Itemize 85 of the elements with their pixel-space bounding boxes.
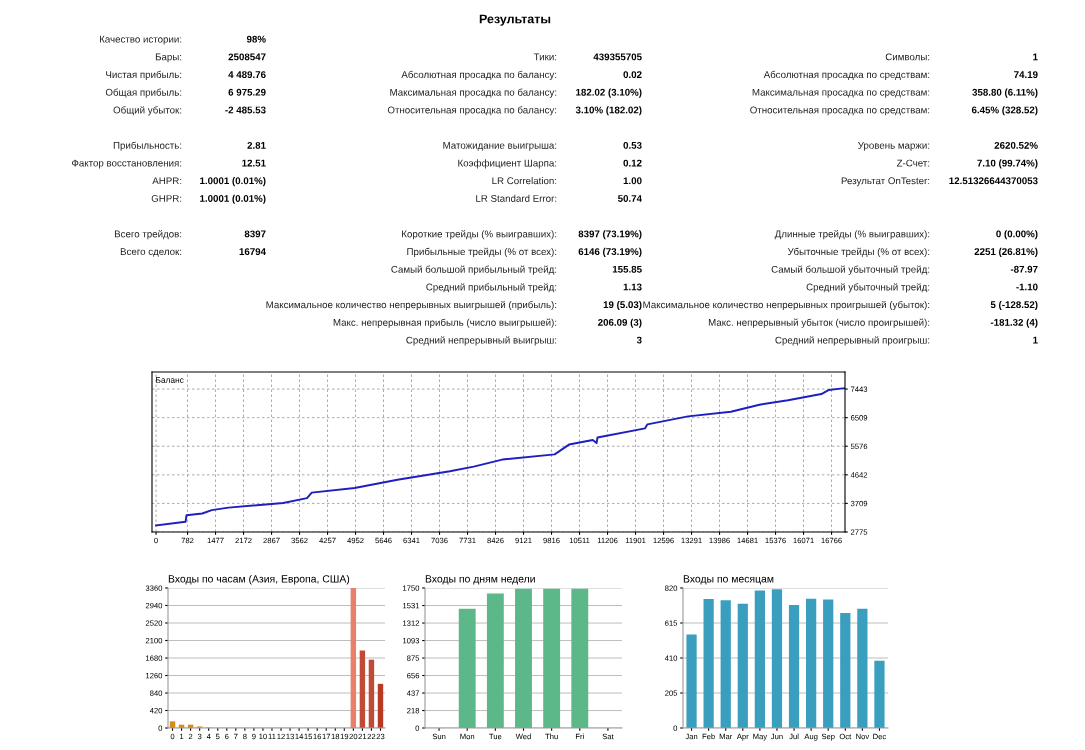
text: Тики: — [533, 53, 557, 61]
text: 4 489.76 — [228, 71, 266, 79]
text: Самый большой прибыльный трейд: — [391, 265, 557, 275]
text: Макс. непрерывная прибыль (число выигрышей): — [333, 318, 557, 328]
text: Всего сделок: — [120, 248, 182, 257]
text: 6 975.29 — [228, 88, 266, 96]
text: Максимальное количество непрерывных выигрышей (прибыль): — [266, 300, 557, 311]
text: Абсолютная просадка по средствам: — [763, 70, 930, 80]
chart-title: Входы по часам (Азия, Европа, США) — [168, 574, 350, 585]
text: 155.85 — [612, 265, 642, 273]
text: 12.51 — [242, 159, 266, 167]
text: Средний непрерывный выигрыш: — [406, 336, 557, 346]
text: 1 — [1033, 336, 1038, 344]
text: 2251 (26.81%) — [974, 247, 1038, 257]
text: 8397 — [244, 230, 266, 238]
text: -2 485.53 — [225, 106, 266, 114]
text: 16794 — [239, 248, 266, 256]
text: Символы: — [885, 53, 930, 61]
text: 1.0001 (0.01%) — [200, 177, 266, 187]
text: 1.00 — [623, 177, 642, 185]
text: Убыточные трейды (% от всех): — [787, 247, 930, 258]
text: Уровень маржи: — [857, 142, 930, 151]
text: 6.45% (328.52) — [971, 106, 1038, 116]
text: 2620.52% — [994, 141, 1038, 149]
text: Качество истории: — [99, 35, 182, 45]
text: AHPR: — [152, 177, 182, 185]
text: 7.10 (99.74%) — [977, 159, 1038, 169]
chart-title: Входы по дням недели — [425, 575, 535, 585]
text: Длинные трейды (% выигравших): — [774, 230, 930, 240]
text: 358.80 (6.11%) — [972, 88, 1038, 98]
text: 50.74 — [617, 195, 642, 202]
text: Матожидание выигрыша: — [443, 142, 557, 151]
text: Общая прибыль: — [105, 88, 182, 98]
text: Относительная просадка по балансу: — [387, 106, 557, 116]
text: Макс. непрерывный убыток (число проигрышей): — [708, 318, 930, 328]
text: -181.32 (4) — [990, 318, 1038, 328]
chart-title: Баланс — [156, 377, 184, 383]
text: 6146 (73.19%) — [578, 247, 642, 257]
text: Результат OnTester: — [841, 177, 930, 187]
text: 2.81 — [247, 141, 266, 149]
text: GHPR: — [151, 195, 182, 202]
text: Общий убыток: — [113, 106, 182, 116]
text: Средний прибыльный трейд: — [426, 283, 557, 293]
text: Коэффициент Шарпа: — [458, 159, 557, 169]
text: 0.12 — [623, 159, 642, 167]
text: 206.09 (3) — [598, 318, 642, 328]
text: Средний убыточный трейд: — [806, 283, 930, 293]
text: Результаты — [479, 14, 551, 26]
text: Абсолютная просадка по балансу: — [401, 70, 557, 80]
text: Относительная просадка по средствам: — [750, 106, 930, 116]
chart-title: Входы по месяцам — [683, 575, 774, 585]
text: 3.10% (182.02) — [575, 106, 642, 116]
text: 0.02 — [623, 71, 642, 79]
text: Бары: — [155, 53, 182, 63]
text: 98% — [246, 35, 266, 43]
text: Короткие трейды (% выигравших): — [402, 230, 557, 240]
text: 1 — [1033, 53, 1038, 61]
text: Средний непрерывный проигрыш: — [775, 336, 930, 346]
text: Z-Счет: — [896, 159, 930, 167]
text: 182.02 (3.10%) — [576, 88, 642, 98]
text: Самый большой убыточный трейд: — [771, 265, 930, 275]
text: -1.10 — [1016, 283, 1038, 291]
text: Прибыльность: — [113, 141, 182, 151]
text: Всего трейдов: — [114, 230, 182, 240]
text: 1.13 — [623, 283, 642, 291]
text: Максимальное количество непрерывных проигрышей (убыток): — [643, 300, 930, 311]
text: 8397 (73.19%) — [578, 230, 642, 240]
text: 0 (0.00%) — [996, 230, 1038, 240]
text: Прибыльные трейды (% от всех): — [407, 247, 557, 258]
text: Фактор восстановления: — [72, 159, 182, 169]
text: 12.51326644370053 — [949, 177, 1038, 185]
text: Максимальная просадка по балансу: — [390, 88, 557, 98]
text: 0.53 — [623, 141, 642, 149]
text: 74.19 — [1014, 71, 1038, 79]
text: 439355705 — [593, 53, 642, 61]
text: -87.97 — [1010, 265, 1038, 273]
text: 1.0001 (0.01%) — [200, 194, 266, 204]
text: LR Standard Error: — [476, 194, 557, 202]
text: 2508547 — [228, 53, 266, 61]
text: 3 — [636, 336, 642, 344]
text: 5 (-128.52) — [990, 300, 1038, 311]
text: LR Correlation: — [492, 177, 557, 185]
text: 19 (5.03) — [603, 300, 642, 311]
text: Максимальная просадка по средствам: — [752, 88, 930, 98]
text: Чистая прибыль: — [106, 70, 182, 80]
